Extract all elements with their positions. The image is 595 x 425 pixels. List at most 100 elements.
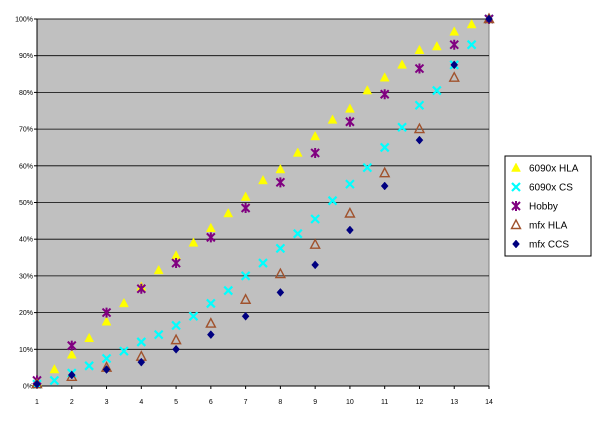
legend-label: mfx HLA: [529, 221, 568, 232]
data-point: [223, 285, 234, 296]
data-point: [379, 72, 390, 82]
data-point: [119, 346, 129, 356]
legend: 6090x HLA 6090x CS Hobby mfx HLA mfx CCS: [504, 155, 592, 257]
data-point: [431, 40, 442, 51]
x-tick-label: 14: [485, 399, 493, 406]
data-point: [241, 311, 250, 321]
data-point: [188, 237, 199, 247]
data-point: [274, 267, 287, 279]
data-point: [414, 63, 425, 74]
data-point: [119, 297, 129, 308]
data-point: [485, 14, 493, 24]
data-point: [466, 18, 477, 29]
legend-box: [504, 155, 592, 257]
data-point: [310, 130, 321, 141]
y-tick-label: 60%: [19, 163, 33, 170]
y-tick-label: 30%: [19, 273, 33, 280]
series-4: [33, 14, 493, 389]
x-tick-labels: 1 2 3 4 5 6 7 8 9 10 11 12 13 14: [35, 386, 493, 406]
data-point: [310, 214, 320, 224]
legend-marker: [511, 201, 521, 211]
x-tick-label: 1: [35, 399, 39, 406]
y-tick-label: 10%: [19, 347, 33, 354]
data-point: [380, 181, 389, 191]
data-point: [223, 207, 234, 218]
data-point: [136, 283, 147, 294]
data-point: [84, 361, 94, 371]
legend-label: 6090x HLA: [529, 164, 579, 175]
y-tick-label: 20%: [19, 310, 33, 317]
x-tick-label: 11: [381, 399, 388, 406]
data-point: [49, 375, 60, 386]
data-point: [170, 333, 182, 345]
data-point: [275, 163, 286, 174]
legend-label: Hobby: [529, 202, 558, 213]
data-point: [362, 162, 373, 173]
x-tick-label: 12: [416, 399, 424, 406]
data-point: [207, 330, 215, 339]
data-point: [311, 260, 319, 270]
data-point: [240, 203, 251, 214]
data-point: [449, 26, 460, 36]
x-tick-label: 6: [209, 399, 213, 406]
data-points: [31, 12, 495, 389]
x-tick-label: 3: [105, 399, 109, 406]
x-tick-label: 5: [174, 399, 178, 406]
x-tick-label: 9: [313, 399, 317, 406]
data-point: [258, 174, 268, 185]
data-point: [327, 195, 338, 206]
y-tick-label: 0%: [23, 384, 33, 391]
data-point: [397, 122, 407, 133]
data-point: [240, 191, 251, 201]
data-point: [448, 71, 460, 82]
data-point: [449, 39, 459, 50]
data-point: [171, 258, 181, 269]
data-point: [205, 222, 216, 232]
data-point: [153, 264, 164, 275]
data-point: [188, 311, 199, 322]
data-point: [450, 60, 459, 70]
data-point: [344, 207, 356, 218]
y-tick-label: 80%: [19, 90, 33, 97]
data-point: [432, 85, 442, 96]
data-point: [362, 85, 373, 95]
x-tick-label: 2: [70, 399, 74, 406]
data-point: [292, 147, 303, 157]
data-point: [172, 344, 180, 354]
data-point: [309, 238, 321, 249]
data-point: [239, 293, 252, 304]
data-point: [67, 340, 77, 351]
data-point: [346, 225, 354, 235]
data-point: [136, 337, 147, 347]
data-point: [258, 258, 268, 268]
y-tick-label: 50%: [19, 200, 33, 207]
x-tick-label: 7: [244, 399, 248, 406]
x-tick-label: 13: [450, 399, 458, 406]
data-point: [379, 142, 390, 153]
series-2: [32, 14, 494, 386]
y-tick-labels: 0% 10% 20% 30% 40% 50% 60% 70% 80% 90% 100%: [15, 17, 37, 391]
data-point: [153, 329, 164, 340]
data-point: [345, 116, 355, 127]
legend-marker: [511, 182, 521, 192]
data-point: [84, 332, 95, 343]
data-point: [345, 179, 355, 189]
data-point: [275, 243, 286, 254]
x-tick-label: 4: [139, 399, 143, 406]
data-point: [276, 288, 285, 297]
data-point: [345, 103, 355, 113]
data-point: [414, 44, 425, 54]
legend-marker: [512, 239, 520, 249]
y-tick-label: 70%: [19, 127, 33, 134]
x-tick-label: 10: [346, 399, 354, 406]
data-point: [414, 100, 425, 111]
data-point: [327, 114, 338, 124]
data-point: [397, 59, 407, 69]
legend-marker: [510, 218, 522, 230]
y-tick-label: 90%: [19, 53, 33, 60]
legend-marker: [511, 162, 521, 172]
data-point: [292, 228, 303, 239]
data-point: [137, 357, 146, 367]
data-point: [413, 122, 426, 134]
data-point: [205, 317, 217, 328]
